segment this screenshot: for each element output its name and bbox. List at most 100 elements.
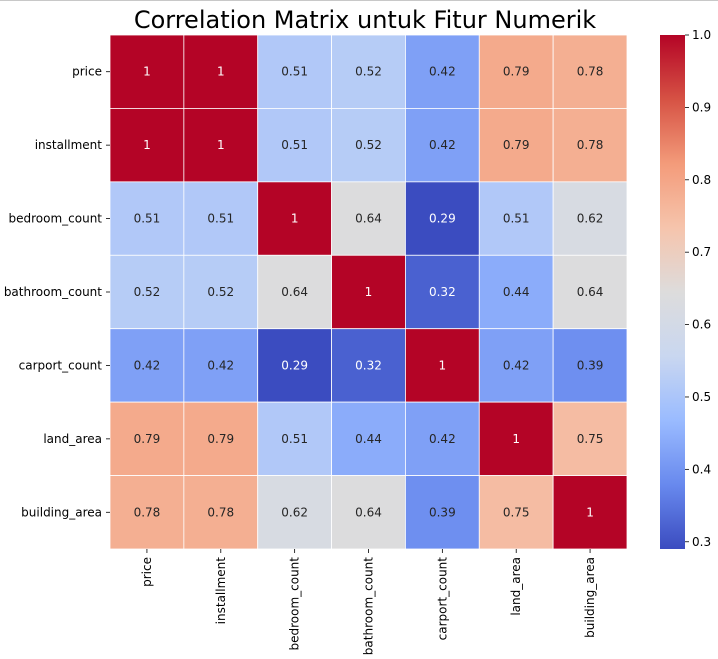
- heatmap-cell: [331, 181, 406, 256]
- y-tick-label: price: [72, 65, 102, 79]
- cell-value-label: 0.78: [577, 65, 604, 79]
- heatmap-cell: [109, 328, 185, 403]
- x-tick-label: bathroom_count: [362, 557, 376, 655]
- chart-title: Correlation Matrix untuk Fitur Numerik: [134, 6, 596, 34]
- heatmap-cell: [405, 108, 480, 183]
- cell-value-label: 0.64: [355, 505, 382, 519]
- heatmap-cell: [183, 254, 259, 330]
- heatmap-cell: [405, 401, 480, 476]
- cell-value-label: 0.44: [503, 285, 530, 299]
- x-tick-label: bedroom_count: [288, 557, 302, 651]
- cell-value-label: 0.78: [577, 138, 604, 152]
- cell-value-label: 0.51: [281, 432, 308, 446]
- cell-value-label: 1: [217, 65, 225, 79]
- heatmap-cell: [552, 181, 628, 256]
- y-tick-label: bathroom_count: [4, 285, 102, 299]
- heatmap-cell: [405, 475, 480, 550]
- cell-value-label: 1: [143, 65, 151, 79]
- heatmap-cell: [109, 108, 185, 183]
- cell-value-label: 0.51: [134, 212, 161, 226]
- cell-value-label: 0.51: [503, 212, 530, 226]
- heatmap-cell: [183, 108, 259, 183]
- cell-value-label: 0.64: [577, 285, 604, 299]
- cell-value-label: 0.42: [429, 432, 456, 446]
- heatmap-cell: [478, 181, 554, 256]
- cell-value-label: 0.32: [429, 285, 456, 299]
- heatmap-cell: [478, 254, 554, 330]
- cell-value-label: 0.64: [355, 212, 382, 226]
- heatmap-cell: [331, 108, 406, 183]
- cell-value-label: 1: [365, 285, 373, 299]
- heatmap-cell: [183, 181, 259, 256]
- cell-value-label: 0.51: [207, 212, 234, 226]
- top-border: [0, 0, 718, 1]
- cell-value-label: 0.52: [355, 138, 382, 152]
- colorbar-tick-label: 0.7: [692, 245, 711, 259]
- cell-value-label: 0.42: [134, 358, 161, 372]
- heatmap-cell: [552, 254, 628, 330]
- y-axis-tick-labels: price installment bedroom_count bathroom_co…: [4, 65, 110, 519]
- heatmap-cell: [331, 254, 406, 330]
- cell-value-label: 0.51: [281, 65, 308, 79]
- heatmap-cell: [331, 328, 406, 403]
- heatmap-cell: [405, 181, 480, 256]
- cell-value-label: 0.79: [503, 65, 530, 79]
- colorbar: 0.3 0.4 0.5 0.6 0.7 0.8 0.9 1.0: [660, 28, 711, 549]
- heatmap-cell: [257, 108, 332, 183]
- x-axis-tick-labels: price installment bedroom_count bathroom_co…: [140, 549, 597, 655]
- x-tick-label: building_area: [583, 557, 597, 638]
- colorbar-tick-label: 1.0: [692, 28, 711, 42]
- cell-value-label: 0.79: [207, 432, 234, 446]
- cell-value-label: 0.62: [577, 212, 604, 226]
- cell-value-label: 0.64: [281, 285, 308, 299]
- heatmap-cell: [478, 328, 554, 403]
- heatmap-cell: [183, 475, 259, 550]
- cell-value-label: 1: [217, 138, 225, 152]
- colorbar-tick-label: 0.8: [692, 173, 711, 187]
- heatmap-cells: 1 1 0.51 0.52 0.42 0.79 0.78 1 1 0.51 0.52 0.42 0.79…: [109, 34, 628, 550]
- cell-value-label: 0.52: [355, 65, 382, 79]
- colorbar-gradient: [660, 35, 685, 549]
- cell-value-label: 1: [439, 358, 447, 372]
- cell-value-label: 0.51: [281, 138, 308, 152]
- cell-value-label: 0.79: [503, 138, 530, 152]
- cell-value-label: 0.39: [577, 358, 604, 372]
- x-tick-label: installment: [214, 557, 228, 625]
- cell-value-label: 1: [291, 212, 299, 226]
- heatmap-cell: [552, 328, 628, 403]
- cell-value-label: 0.42: [503, 358, 530, 372]
- heatmap-cell: [257, 254, 332, 330]
- cell-value-label: 0.78: [134, 505, 161, 519]
- colorbar-tick-label: 0.6: [692, 318, 711, 332]
- heatmap-cell: [109, 401, 185, 476]
- cell-value-label: 0.62: [281, 505, 308, 519]
- cell-value-label: 0.78: [207, 505, 234, 519]
- heatmap-cell: [405, 328, 480, 403]
- cell-value-label: 0.42: [429, 138, 456, 152]
- heatmap-cell: [478, 108, 554, 183]
- cell-value-label: 1: [512, 432, 520, 446]
- heatmap-cell: [552, 108, 628, 183]
- colorbar-tick-label: 0.3: [692, 535, 711, 549]
- cell-value-label: 0.52: [134, 285, 161, 299]
- heatmap-cell: [257, 401, 332, 476]
- heatmap-cell: [183, 34, 259, 109]
- y-tick-label: building_area: [21, 505, 102, 519]
- cell-value-label: 0.42: [429, 65, 456, 79]
- cell-value-label: 0.75: [577, 432, 604, 446]
- heatmap-cell: [109, 181, 185, 256]
- x-tick-label: carport_count: [435, 557, 449, 641]
- cell-value-label: 0.52: [207, 285, 234, 299]
- heatmap-cell: [405, 254, 480, 330]
- cell-value-label: 1: [143, 138, 151, 152]
- y-tick-label: land_area: [43, 432, 102, 446]
- y-tick-label: carport_count: [19, 358, 103, 372]
- cell-value-label: 1: [586, 505, 594, 519]
- cell-value-label: 0.44: [355, 432, 382, 446]
- heatmap-cell: [257, 181, 332, 256]
- colorbar-tick-label: 0.5: [692, 390, 711, 404]
- cell-value-label: 0.29: [281, 358, 308, 372]
- heatmap-cell: [552, 475, 628, 550]
- heatmap-cell: [183, 328, 259, 403]
